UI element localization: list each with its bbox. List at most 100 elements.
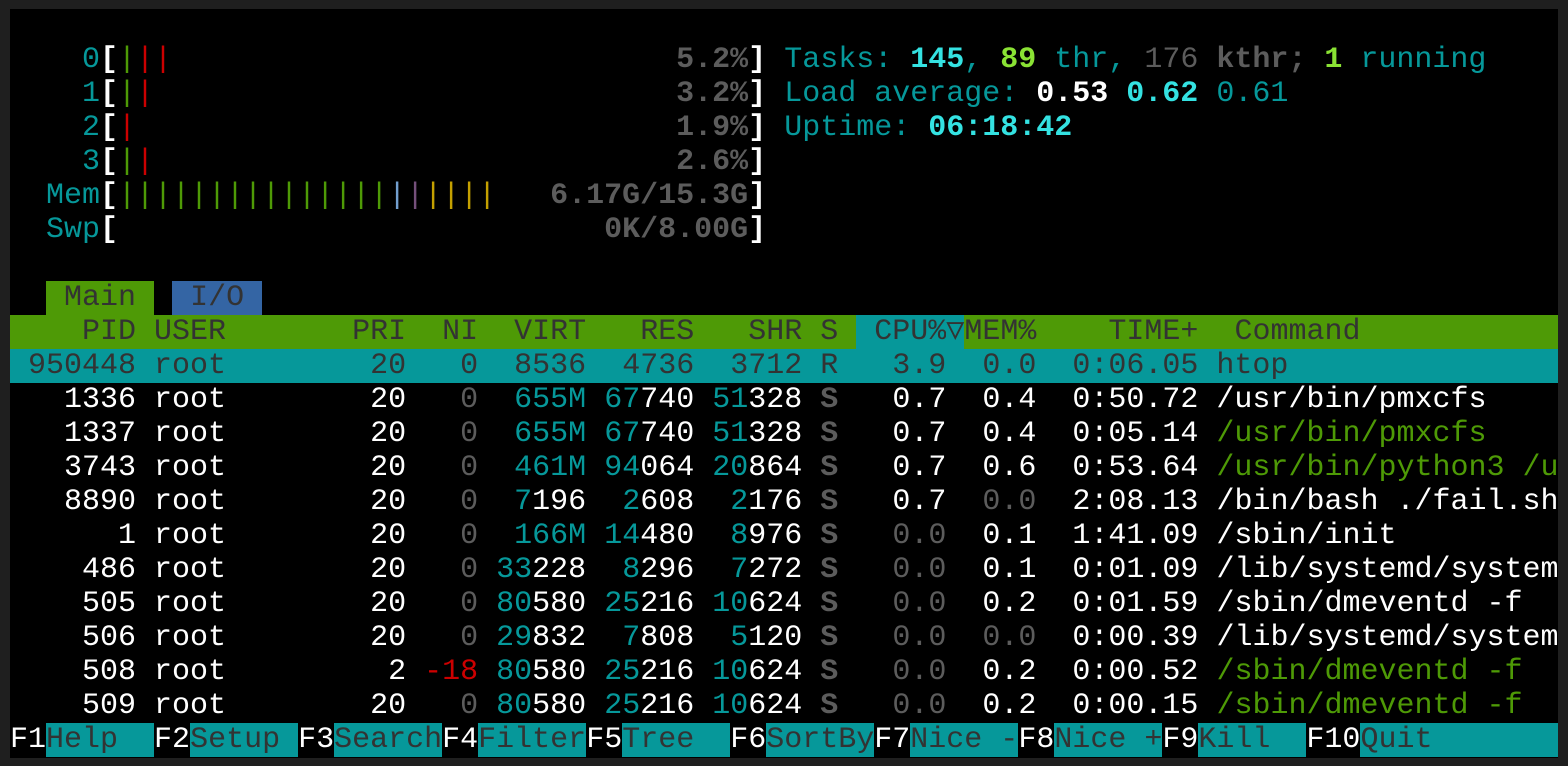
- function-button-quit[interactable]: Quit: [1360, 723, 1558, 757]
- command: /usr/bin/python3 /u: [1216, 451, 1558, 485]
- process-row-selected[interactable]: 950448 root 20 0 8536 4736 3712 R 3.9 0.…: [10, 349, 1558, 383]
- col-pid[interactable]: PID: [10, 315, 137, 349]
- process-row[interactable]: 1 root 20 0 166M 14480 8976 S 0.0 0.1 1:…: [10, 519, 1558, 553]
- process-row[interactable]: 3743 root 20 0 461M 94064 20864 S 0.7 0.…: [10, 451, 1558, 485]
- text: [406, 621, 424, 655]
- process-row[interactable]: 1337 root 20 0 655M 67740 51328 S 0.7 0.…: [10, 417, 1558, 451]
- function-key-bar[interactable]: F1Help F2Setup F3SearchF4FilterF5Tree F6…: [10, 723, 1558, 757]
- col-time[interactable]: TIME+: [1054, 315, 1199, 349]
- col-mem[interactable]: MEM%: [964, 315, 1037, 349]
- uptime-value: 06:18:42: [928, 111, 1073, 145]
- col-ni[interactable]: NI: [424, 315, 479, 349]
- col-cpu[interactable]: CPU%: [856, 315, 947, 349]
- cpu-label: 1: [10, 77, 101, 111]
- process-row[interactable]: 505 root 20 0 80580 25216 10624 S 0.0 0.…: [10, 587, 1558, 621]
- process-row[interactable]: 1336 root 20 0 655M 67740 51328 S 0.7 0.…: [10, 383, 1558, 417]
- col-state[interactable]: S: [820, 315, 839, 349]
- col-command[interactable]: Command: [1234, 315, 1558, 349]
- state: S: [820, 689, 839, 723]
- text: [406, 689, 424, 723]
- tab-io[interactable]: I/O: [172, 281, 263, 315]
- process-row[interactable]: 508 root 2 -18 80580 25216 10624 S 0.0 0…: [10, 655, 1558, 689]
- text: 29: [496, 621, 533, 655]
- text: 8: [604, 553, 641, 587]
- text: [586, 655, 604, 689]
- col-shr[interactable]: SHR: [712, 315, 803, 349]
- tab-bar: Main I/O: [10, 281, 1558, 315]
- function-button-help[interactable]: Help: [46, 723, 155, 757]
- state: S: [820, 553, 839, 587]
- text: [946, 587, 964, 621]
- user: root: [154, 587, 317, 621]
- cpu-bar-normal: |: [118, 145, 137, 179]
- text: [802, 485, 820, 519]
- text: [406, 417, 424, 451]
- function-button-nice-[interactable]: Nice +: [1054, 723, 1163, 757]
- col-pri[interactable]: PRI: [352, 315, 407, 349]
- process-row[interactable]: 506 root 20 0 29832 7808 5120 S 0.0 0.0 …: [10, 621, 1558, 655]
- text: [694, 553, 712, 587]
- pid: 1: [10, 519, 137, 553]
- function-button-filter[interactable]: Filter: [478, 723, 587, 757]
- function-button-tree[interactable]: Tree: [622, 723, 731, 757]
- text: 608: [640, 485, 695, 519]
- text: [316, 689, 352, 723]
- cpu-meter-0: 0[||| 5.2%] Tasks: 145, 89 thr, 176 kthr…: [10, 43, 1558, 77]
- cpu-percent: 0.7: [856, 417, 947, 451]
- text: [586, 451, 604, 485]
- function-button-nice--[interactable]: Nice -: [910, 723, 1019, 757]
- text: [946, 417, 964, 451]
- text: running: [1342, 43, 1487, 77]
- text: 94: [604, 451, 641, 485]
- function-button-sortby[interactable]: SortBy: [766, 723, 875, 757]
- cpu-bar-kernel: |: [136, 77, 155, 111]
- cpu-bar-kernel: |: [118, 111, 137, 145]
- text: 480: [640, 519, 695, 553]
- text: [118, 213, 604, 247]
- cpu-value: 2.6%: [676, 145, 749, 179]
- command: /usr/bin/pmxcfs: [1216, 417, 1487, 451]
- text: [136, 689, 154, 723]
- cpu-time: 0:50.72: [1054, 383, 1199, 417]
- text: 2: [604, 485, 641, 519]
- cpu-percent: 0.7: [856, 485, 947, 519]
- text: [1198, 621, 1216, 655]
- text: [838, 349, 856, 383]
- col-virt[interactable]: VIRT: [496, 315, 587, 349]
- text: [: [100, 213, 119, 247]
- htop-terminal[interactable]: 0[||| 5.2%] Tasks: 145, 89 thr, 176 kthr…: [10, 9, 1558, 758]
- text: [694, 349, 712, 383]
- text: [838, 621, 856, 655]
- user: root: [154, 655, 317, 689]
- text: [586, 553, 604, 587]
- pid: 950448: [10, 349, 137, 383]
- text: [838, 655, 856, 689]
- text: 624: [748, 655, 803, 689]
- pid: 486: [10, 553, 137, 587]
- tab-main[interactable]: Main: [46, 281, 155, 315]
- function-button-setup[interactable]: Setup: [190, 723, 299, 757]
- text: 740: [640, 417, 695, 451]
- function-button-search[interactable]: Search: [334, 723, 443, 757]
- mem-percent: 0.2: [964, 689, 1037, 723]
- user: root: [154, 519, 317, 553]
- process-row[interactable]: 486 root 20 0 33228 8296 7272 S 0.0 0.1 …: [10, 553, 1558, 587]
- pid: 505: [10, 587, 137, 621]
- function-key-f5: F5: [586, 723, 623, 757]
- mem-percent: 0.1: [964, 519, 1037, 553]
- function-key-f8: F8: [1018, 723, 1055, 757]
- user: root: [154, 349, 317, 383]
- state: R: [820, 349, 839, 383]
- col-res[interactable]: RES: [604, 315, 695, 349]
- process-row[interactable]: 8890 root 20 0 7196 2608 2176 S 0.7 0.0 …: [10, 485, 1558, 519]
- process-row[interactable]: 509 root 20 0 80580 25216 10624 S 0.0 0.…: [10, 689, 1558, 723]
- text: 832: [532, 621, 587, 655]
- text: [136, 349, 154, 383]
- text: 67: [604, 383, 641, 417]
- swp-value: 0K/8.00G: [604, 213, 749, 247]
- function-button-kill[interactable]: Kill: [1198, 723, 1307, 757]
- text: [406, 383, 424, 417]
- text: [586, 349, 604, 383]
- col-user[interactable]: USER: [154, 315, 317, 349]
- text: 328: [748, 417, 803, 451]
